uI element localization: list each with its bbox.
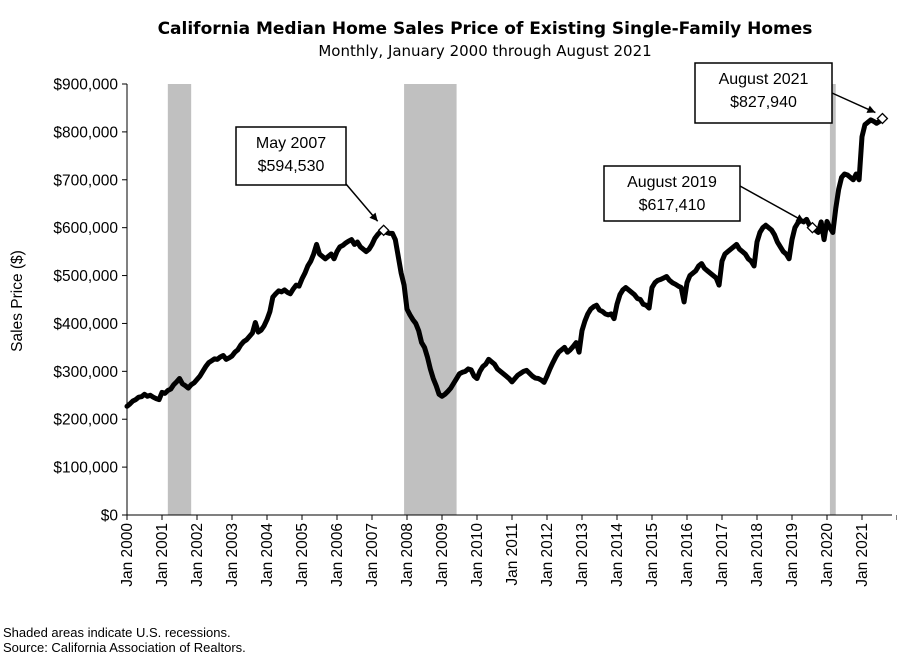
chart-subtitle: Monthly, January 2000 through August 202… bbox=[318, 42, 651, 60]
x-tick-label: Jan 2009 bbox=[434, 523, 451, 587]
y-tick-label: $500,000 bbox=[53, 268, 118, 285]
arrow-head bbox=[795, 214, 805, 222]
y-tick-label: $600,000 bbox=[53, 220, 118, 237]
x-tick-label: Jan 2018 bbox=[749, 523, 766, 587]
annotation-2: August 2019 $617,410 bbox=[603, 165, 819, 234]
y-tick-label: $300,000 bbox=[53, 364, 118, 381]
x-tick-label: Jan 2012 bbox=[539, 523, 556, 587]
x-tick-label: Jan 2019 bbox=[784, 523, 801, 587]
x-tick-label: Jan 2008 bbox=[399, 523, 416, 587]
annotation-date: August 2021 bbox=[719, 71, 809, 88]
x-tick-label: Jan 2015 bbox=[644, 523, 661, 587]
x-tick-label: Jan 2002 bbox=[189, 523, 206, 587]
annotation-marker bbox=[377, 224, 390, 237]
annotation-value: $827,940 bbox=[730, 94, 797, 111]
recession-bands bbox=[167, 84, 836, 515]
y-tick-label: $0 bbox=[101, 508, 119, 525]
x-tick-label: Jan 2006 bbox=[329, 523, 346, 587]
x-tick-label: Jan 2003 bbox=[224, 523, 241, 587]
x-tick-label: Jan 2013 bbox=[574, 523, 591, 587]
x-tick-label: Jan 2007 bbox=[364, 523, 381, 587]
recession-band-3 bbox=[829, 84, 836, 515]
footnote-recessions: Shaded areas indicate U.S. recessions. bbox=[3, 625, 231, 640]
annotation-date: May 2007 bbox=[256, 135, 326, 152]
y-tick-label: $200,000 bbox=[53, 412, 118, 429]
x-tick-label: Jan 2020 bbox=[819, 523, 836, 587]
annotation-arrow bbox=[739, 185, 805, 223]
annotation-box bbox=[235, 126, 347, 186]
price-series bbox=[124, 116, 885, 409]
x-tick-label: Jan 2011 bbox=[504, 523, 521, 586]
y-tick-label: $100,000 bbox=[53, 460, 118, 477]
chart-title: California Median Home Sales Price of Ex… bbox=[158, 19, 813, 39]
x-tick-label: Jan 2010 bbox=[469, 523, 486, 587]
y-axis-label: Sales Price ($) bbox=[9, 250, 26, 352]
annotation-box bbox=[603, 165, 741, 222]
annotation-arrow bbox=[345, 183, 379, 222]
annotation-3: August 2021 $827,940 bbox=[694, 62, 889, 125]
x-tick-label: Jan 2014 bbox=[609, 523, 626, 587]
annotation-marker bbox=[876, 112, 889, 125]
arrow-head bbox=[866, 105, 876, 113]
x-tick-label: Jan 2004 bbox=[259, 523, 276, 587]
axes: $0 $100,000 $200,000 $300,000 $400,000 $500,0… bbox=[53, 77, 897, 587]
x-tick-label: Jan 2000 bbox=[119, 523, 136, 587]
annotation-value: $594,530 bbox=[258, 158, 325, 175]
annotation-date: August 2019 bbox=[627, 174, 717, 191]
price-line bbox=[124, 116, 885, 409]
footnote-source: Source: California Association of Realto… bbox=[3, 640, 246, 655]
annotation-1: May 2007 $594,530 bbox=[235, 126, 390, 237]
x-tick-label: Jan 2001 bbox=[154, 523, 171, 587]
arrow-head bbox=[369, 212, 378, 222]
y-tick-label: $700,000 bbox=[53, 172, 118, 189]
y-tick-label: $900,000 bbox=[53, 77, 118, 94]
x-tick-label: Jan 2021 bbox=[854, 523, 871, 587]
recession-band-2 bbox=[404, 84, 457, 515]
recession-band-1 bbox=[167, 84, 192, 515]
x-tick-label: Jan 2016 bbox=[679, 523, 696, 587]
y-tick-label: $400,000 bbox=[53, 316, 118, 333]
x-tick-label: Jan 2005 bbox=[294, 523, 311, 587]
annotation-marker bbox=[806, 221, 819, 234]
annotation-value: $617,410 bbox=[639, 197, 706, 214]
annotation-box bbox=[694, 62, 833, 124]
y-tick-label: $800,000 bbox=[53, 124, 118, 141]
x-tick-label: Jan 2017 bbox=[714, 523, 731, 587]
